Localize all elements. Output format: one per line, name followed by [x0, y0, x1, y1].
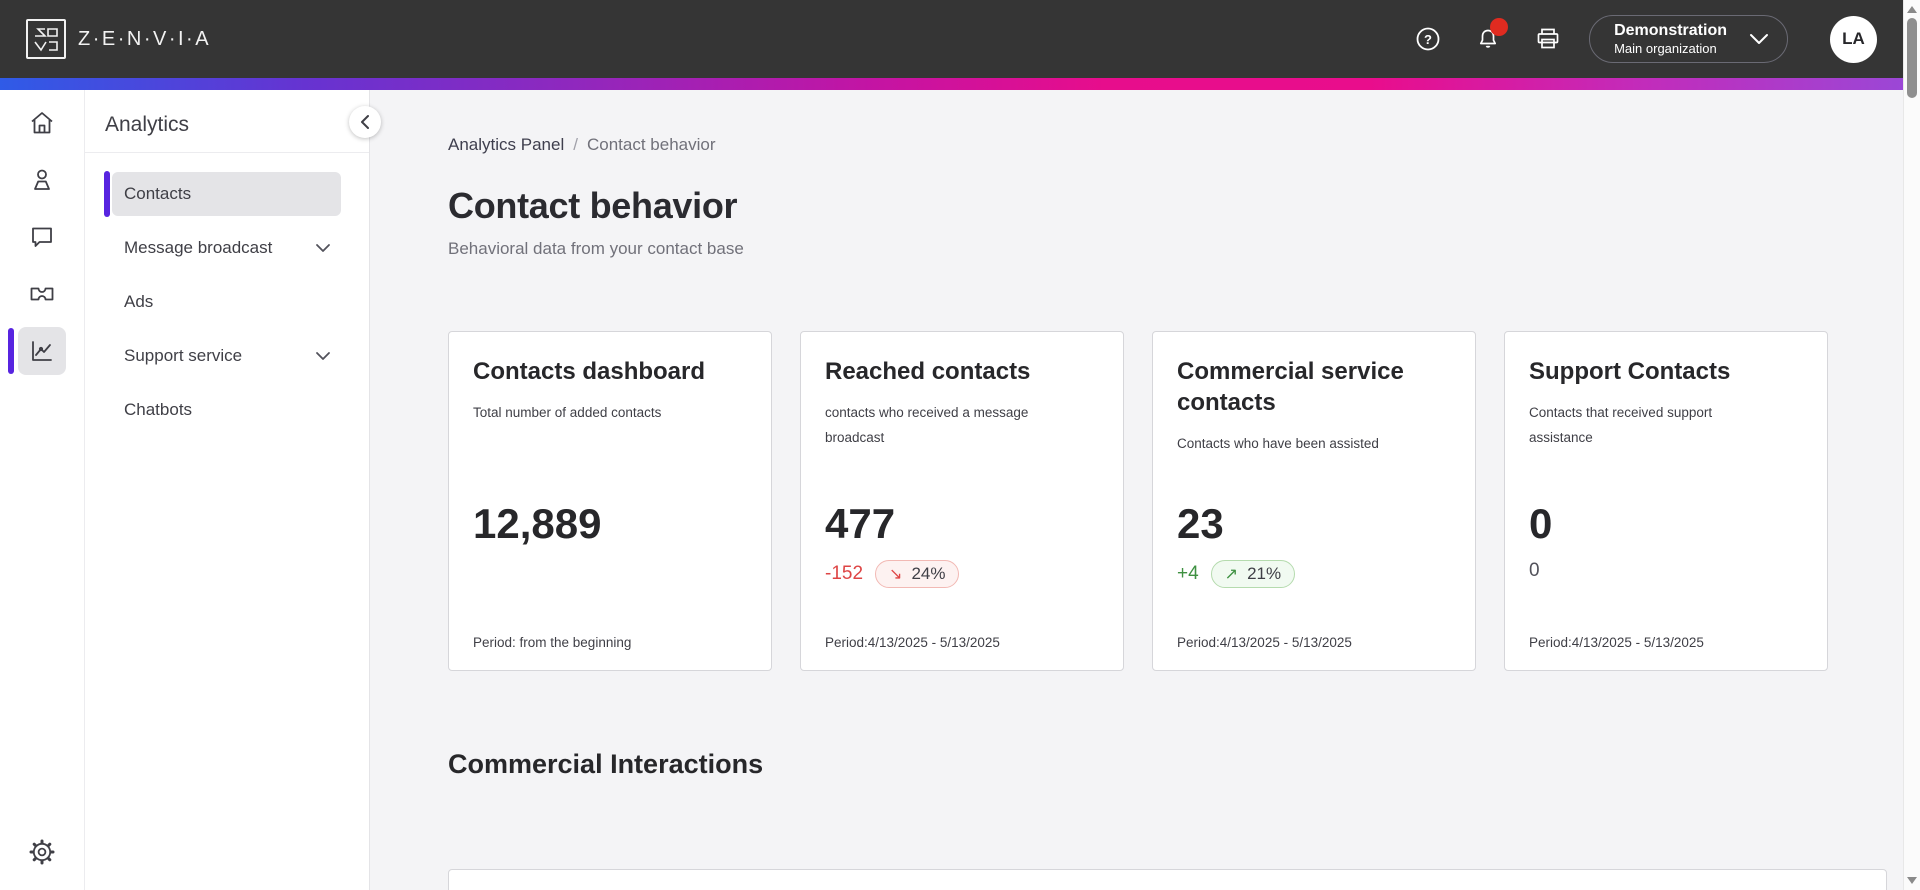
- card-title: Reached contacts: [825, 358, 1031, 385]
- chevron-down-icon: [316, 352, 330, 360]
- sidebar-item-chatbots[interactable]: Chatbots: [85, 388, 369, 432]
- stat-card-support-contacts: Support Contacts Contacts that received …: [1504, 331, 1828, 671]
- trend-down-arrow-icon: ↘: [889, 566, 903, 583]
- trend-badge: ↘ 24%: [875, 560, 960, 588]
- page-subtitle: Behavioral data from your contact base: [448, 239, 744, 258]
- delta-value: +4: [1177, 563, 1199, 584]
- rail-item-settings[interactable]: [18, 828, 66, 876]
- sidebar-menu: Contacts Message broadcast Ads Support s…: [85, 153, 369, 432]
- commercial-interactions-card-top-edge: [448, 869, 1887, 890]
- sidebar-collapse-button[interactable]: [349, 106, 381, 138]
- line-chart-icon: [32, 341, 52, 361]
- stat-card-commercial-service-contacts: Commercial service contacts Contacts who…: [1152, 331, 1476, 671]
- rail-item-conversations[interactable]: [18, 213, 66, 261]
- brand-gradient-bar: [0, 78, 1903, 90]
- rail-item-contacts[interactable]: [18, 156, 66, 204]
- card-delta-row: -152 ↘ 24%: [825, 560, 960, 588]
- person-icon: [34, 169, 50, 190]
- organization-subtitle: Main organization: [1614, 40, 1717, 56]
- sidebar-item-label: Chatbots: [124, 400, 193, 419]
- card-title: Contacts dashboard: [473, 358, 706, 385]
- printer-icon[interactable]: [1535, 26, 1561, 52]
- gear-icon: [29, 839, 55, 865]
- chevron-down-icon: [1749, 33, 1769, 45]
- card-title: Support Contacts: [1529, 358, 1731, 385]
- card-period: Period:4/13/2025 - 5/13/2025: [1177, 635, 1352, 650]
- svg-text:?: ?: [1424, 32, 1432, 47]
- breadcrumb: Analytics Panel / Contact behavior: [448, 135, 1903, 155]
- card-title: Commercial service contacts: [1177, 358, 1404, 417]
- page-title: Contact behavior: [448, 185, 738, 226]
- home-icon: [31, 112, 53, 134]
- zenvia-logo-icon: [26, 19, 66, 59]
- sidebar-header: Analytics: [85, 90, 369, 153]
- chevron-down-icon: [316, 244, 330, 252]
- notification-dot: [1490, 18, 1509, 36]
- sidebar-item-label: Message broadcast: [124, 238, 273, 257]
- zenvia-logo[interactable]: Z·E·N·V·I·A: [26, 19, 211, 59]
- card-period: Period:4/13/2025 - 5/13/2025: [825, 635, 1000, 650]
- organization-name: Demonstration: [1614, 21, 1727, 39]
- ticket-icon: [30, 287, 54, 301]
- icon-rail: [0, 90, 85, 890]
- chevron-left-icon: [361, 115, 369, 129]
- top-bar: Z·E·N·V·I·A ?: [0, 0, 1903, 78]
- card-description: contacts who received a message broadcas…: [825, 405, 1029, 446]
- rail-item-home[interactable]: [18, 99, 66, 147]
- rail-item-tickets[interactable]: [18, 270, 66, 318]
- vertical-scrollbar: [1903, 0, 1920, 890]
- card-description: Contacts that received support assistanc…: [1529, 405, 1713, 446]
- card-delta-row: 0: [1529, 560, 1540, 582]
- breadcrumb-parent-link[interactable]: Analytics Panel: [448, 135, 565, 154]
- card-period: Period: from the beginning: [473, 635, 632, 650]
- card-description: Contacts who have been assisted: [1177, 436, 1379, 452]
- card-value: 0: [1529, 500, 1553, 547]
- main-content: Analytics Panel / Contact behavior Conta…: [370, 90, 1903, 890]
- help-icon[interactable]: ?: [1415, 26, 1441, 52]
- card-period: Period:4/13/2025 - 5/13/2025: [1529, 635, 1704, 650]
- stat-cards-row: Contacts dashboard Total number of added…: [448, 331, 1903, 671]
- sidebar-item-support-service[interactable]: Support service: [85, 334, 369, 378]
- card-value: 23: [1177, 500, 1224, 547]
- scrollbar-thumb[interactable]: [1907, 18, 1917, 98]
- delta-value: -152: [825, 563, 864, 584]
- user-avatar[interactable]: LA: [1830, 15, 1877, 63]
- app-shell: Analytics Contacts Message broadcast: [0, 90, 1903, 890]
- organization-labels: Demonstration Main organization: [1614, 21, 1727, 57]
- sidebar-item-label: Contacts: [112, 172, 341, 216]
- top-bar-actions: ?: [1381, 15, 1877, 63]
- trend-badge: ↗ 21%: [1210, 560, 1296, 588]
- sidebar-item-ads[interactable]: Ads: [85, 280, 369, 324]
- sidebar-title: Analytics: [105, 113, 190, 136]
- organization-switcher[interactable]: Demonstration Main organization: [1589, 15, 1788, 63]
- scrollbar-down-arrow[interactable]: [1907, 877, 1917, 884]
- delta-value: 0: [1529, 560, 1540, 581]
- sidebar-item-contacts[interactable]: Contacts: [104, 171, 341, 217]
- sidebar: Analytics Contacts Message broadcast: [85, 90, 381, 890]
- sidebar-item-label: Ads: [124, 292, 154, 311]
- rail-item-analytics[interactable]: [8, 327, 66, 375]
- breadcrumb-separator: /: [573, 135, 578, 154]
- card-value: 477: [825, 500, 896, 547]
- trend-up-arrow-icon: ↗: [1224, 566, 1239, 583]
- trend-percent: 24%: [911, 564, 946, 583]
- card-description: Total number of added contacts: [473, 405, 662, 421]
- selected-indicator: [104, 171, 110, 217]
- notifications-bell-icon[interactable]: [1475, 18, 1509, 52]
- sidebar-item-message-broadcast[interactable]: Message broadcast: [85, 226, 369, 270]
- stat-card-reached-contacts: Reached contacts contacts who received a…: [800, 331, 1124, 671]
- sidebar-item-label: Support service: [124, 346, 243, 365]
- zenvia-logo-text: Z·E·N·V·I·A: [78, 27, 212, 50]
- card-delta-row: +4 ↗ 21%: [1177, 560, 1296, 588]
- breadcrumb-current: Contact behavior: [586, 135, 716, 154]
- scrollbar-up-arrow[interactable]: [1907, 6, 1917, 13]
- chat-bubble-icon: [32, 227, 52, 247]
- trend-percent: 21%: [1247, 564, 1282, 583]
- card-value: 12,889: [473, 500, 602, 547]
- section-title-commercial-interactions: Commercial Interactions: [448, 749, 764, 779]
- stat-card-contacts-dashboard: Contacts dashboard Total number of added…: [448, 331, 772, 671]
